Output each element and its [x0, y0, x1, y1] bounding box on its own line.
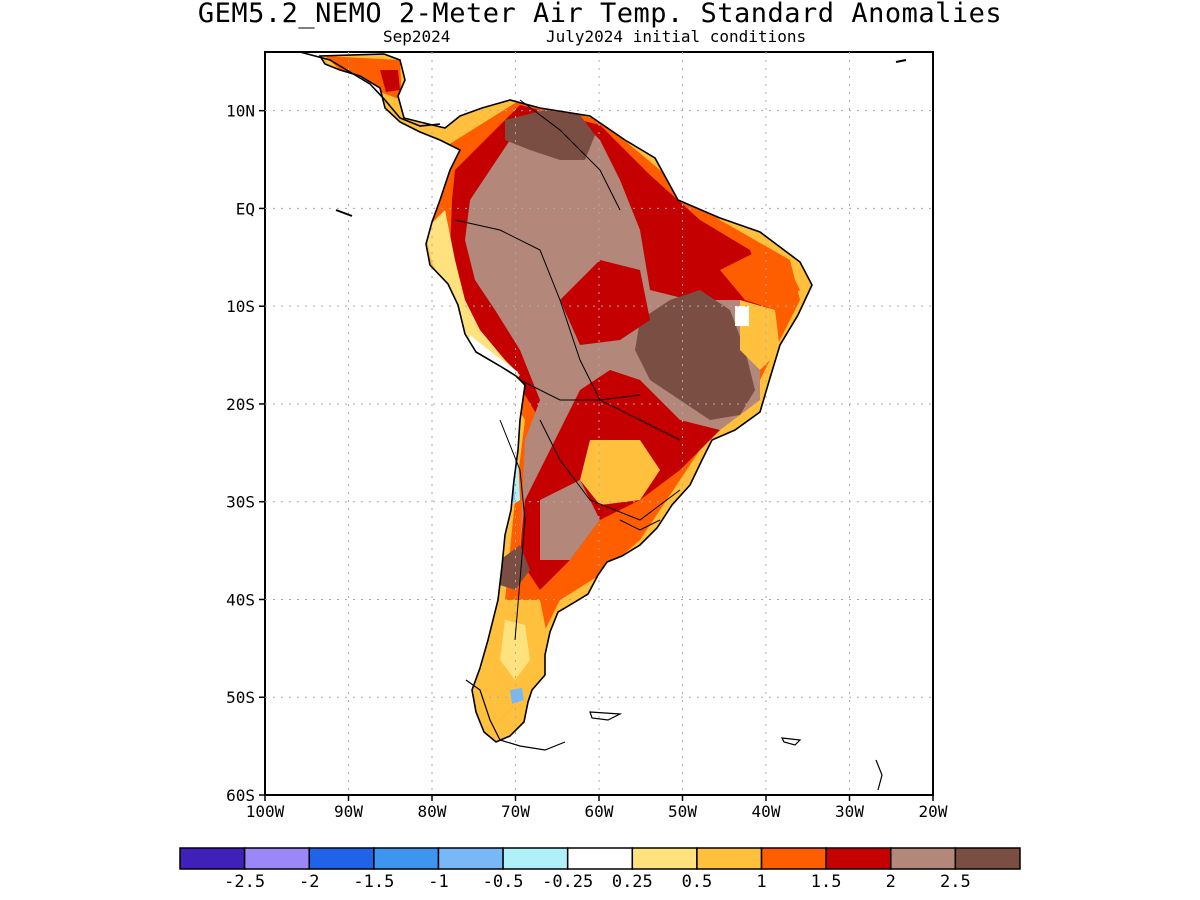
colorbar-swatch [631, 847, 698, 870]
colorbar-swatch [308, 847, 375, 870]
valid-month-label: Sep2024 [383, 27, 451, 46]
colorbar-swatch [760, 847, 827, 870]
lon-axis: 100W 90W 80W 70W 60W 50W 40W 30W 20W [246, 795, 948, 821]
colorbar-label: 0.5 [682, 872, 713, 892]
colorbar-label: -0.5 [483, 872, 524, 892]
colorbar-label: 2.5 [940, 872, 971, 892]
colorbar-swatch [566, 847, 634, 870]
lat-axis: 10N EQ 10S 20S 30S 40S 50S 60S [226, 102, 265, 805]
coastlines [299, 52, 907, 791]
colorbar-label: -1.5 [353, 872, 394, 892]
lon-tick-label: 40W [752, 802, 781, 821]
colorbar-label: -2 [299, 872, 319, 892]
colorbar-swatch [890, 847, 957, 870]
lat-tick-label: EQ [236, 199, 255, 218]
colorbar-swatch [179, 847, 246, 870]
lat-tick-label: 10S [226, 297, 255, 316]
colorbar-swatch [502, 847, 569, 870]
colorbar-label: -2.5 [224, 872, 265, 892]
colorbar-label: -1 [428, 872, 448, 892]
lat-tick-label: 60S [226, 786, 255, 805]
colorbar-swatch [696, 847, 763, 870]
lat-tick-label: 20S [226, 395, 255, 414]
colorbar: -2.5 -2 -1.5 -1 -0.5 -0.25 0.25 0.5 1 1.5 2 2.5 [179, 847, 1021, 892]
chart-title: GEM5.2_NEMO 2-Meter Air Temp. Standard A… [197, 0, 1003, 29]
lon-tick-label: 100W [246, 802, 285, 821]
lon-tick-label: 30W [835, 802, 864, 821]
lon-tick-label: 70W [501, 802, 530, 821]
lon-tick-label: 60W [585, 802, 614, 821]
lon-tick-label: 20W [919, 802, 948, 821]
lat-tick-label: 30S [226, 493, 255, 512]
colorbar-swatch [373, 847, 440, 870]
colorbar-label: 1.5 [811, 872, 842, 892]
colorbar-swatch [243, 847, 310, 870]
colorbar-swatch [437, 847, 504, 870]
colorbar-label: 2 [886, 872, 896, 892]
lat-tick-label: 40S [226, 590, 255, 609]
colorbar-swatch [954, 847, 1021, 870]
lat-tick-label: 10N [226, 102, 255, 121]
colorbar-label: -0.25 [542, 872, 593, 892]
lon-tick-label: 50W [668, 802, 697, 821]
lon-tick-label: 90W [334, 802, 363, 821]
init-conditions-label: July2024 initial conditions [546, 27, 807, 46]
lat-tick-label: 50S [226, 688, 255, 707]
colorbar-swatch [825, 847, 892, 870]
lon-tick-label: 80W [418, 802, 447, 821]
colorbar-label: 0.25 [612, 872, 653, 892]
colorbar-label: 1 [756, 872, 766, 892]
